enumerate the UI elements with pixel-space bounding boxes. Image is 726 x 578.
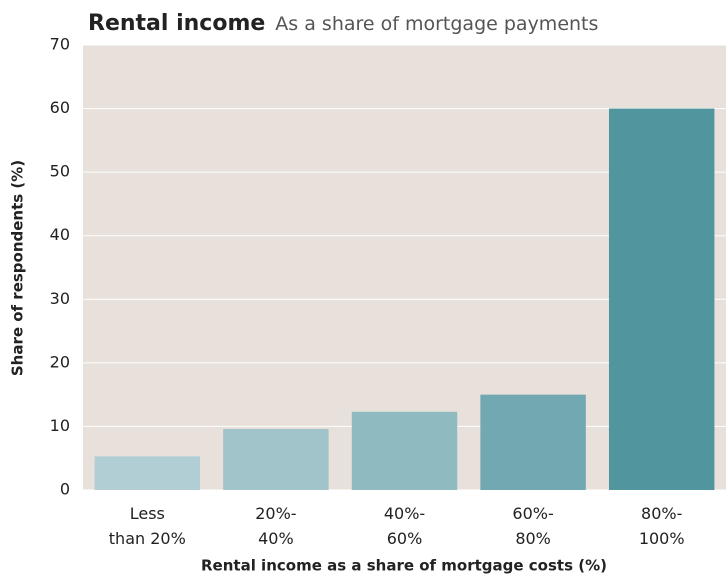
x-tick-label-line: 40% [258, 529, 294, 548]
x-tick-label: Less than 20% [109, 504, 186, 548]
x-tick-label: 40%- 60% [384, 504, 425, 548]
bar [608, 108, 715, 491]
bar [223, 428, 329, 490]
y-tick-label: 40 [50, 225, 70, 244]
chart-heading: Rental income As a share of mortgage paym… [88, 11, 598, 36]
chart-subtitle: As a share of mortgage payments [275, 13, 598, 35]
chart-title: Rental income [88, 11, 265, 36]
x-tick-label-line: 20%- [255, 504, 296, 523]
y-axis-label: Share of respondents (%) [9, 160, 27, 376]
x-tick-label-line: 80%- [641, 504, 682, 523]
x-tick-label-line: 80% [515, 529, 551, 548]
x-tick-label: 20%- 40% [255, 504, 296, 548]
y-tick-label: 0 [60, 480, 70, 499]
y-tick-label: 30 [50, 289, 70, 308]
x-tick-label-line: 60%- [512, 504, 553, 523]
x-tick-label-line: 40%- [384, 504, 425, 523]
x-tick-label-line: Less [130, 504, 165, 523]
x-tick-label-line: 60% [387, 529, 423, 548]
x-tick-label-line: 100% [639, 529, 685, 548]
x-tick-label-line: than 20% [109, 529, 186, 548]
x-tick-label: 60%- 80% [512, 504, 553, 548]
x-tick-label: 80%- 100% [639, 504, 685, 548]
y-tick-label: 20 [50, 352, 70, 371]
y-tick-label: 10 [50, 416, 70, 435]
y-tick-label: 60 [50, 98, 70, 117]
bar [480, 394, 586, 490]
y-tick-label: 70 [50, 35, 70, 54]
x-axis-label: Rental income as a share of mortgage cos… [201, 557, 607, 575]
bar [351, 411, 458, 490]
y-tick-label: 50 [50, 162, 70, 181]
bar [94, 456, 201, 490]
